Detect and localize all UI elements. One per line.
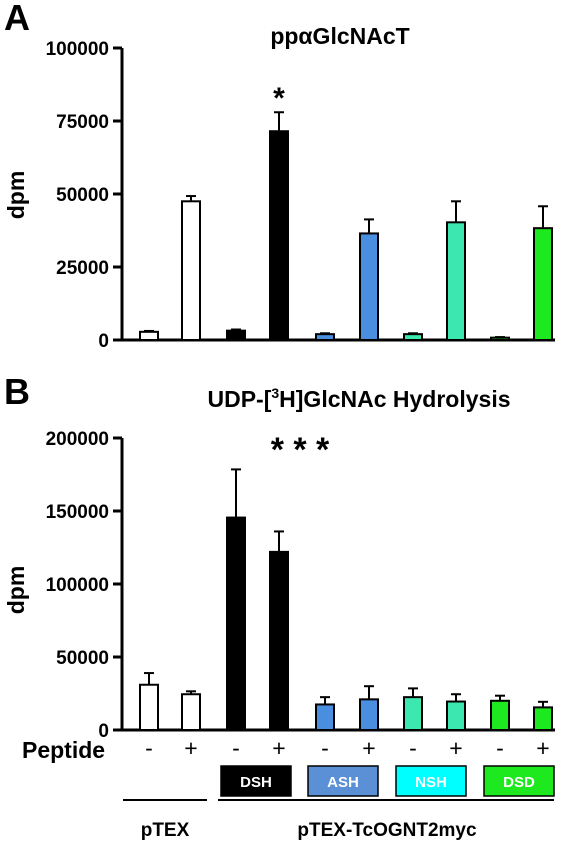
- construct-label-nsh: NSH: [415, 774, 447, 791]
- panel-a-bar: [181, 200, 201, 341]
- panel-b-title: UDP-[3H]GlcNAc Hydrolysis: [207, 385, 510, 412]
- panel-b-bar: [181, 693, 201, 731]
- panel-a-ytick-label: 25000: [56, 258, 109, 279]
- panel-b-bar: [269, 550, 289, 731]
- panel-b-label: B: [4, 371, 30, 412]
- peptide-sign: -: [145, 735, 153, 761]
- panel-b-bar: [490, 699, 510, 731]
- panel-b-bar: [226, 516, 246, 731]
- group-label-ptex-tcognt2myc: pTEX-TcOGNT2myc: [297, 820, 477, 841]
- construct-box-nsh: [395, 765, 467, 797]
- peptide-label: Peptide: [22, 737, 105, 763]
- panel-b-ylabel: dpm: [3, 566, 29, 615]
- panel-a-ytick-label: 100000: [46, 39, 109, 60]
- panel-b-title-prefix: UDP-[: [207, 386, 271, 412]
- peptide-sign: +: [272, 735, 285, 761]
- construct-label-dsh: DSH: [240, 774, 272, 791]
- construct-label-dsd: DSD: [503, 774, 535, 791]
- peptide-sign: +: [536, 735, 549, 761]
- panel-a-significance: *: [273, 82, 285, 115]
- peptide-sign: +: [449, 735, 462, 761]
- panel-a: A ppαGlcNAcT dpm 0250005000075000100000 …: [3, 0, 555, 352]
- panel-a-ytick-label: 50000: [56, 185, 109, 206]
- panel-b-bar: [359, 698, 379, 732]
- peptide-sign: -: [496, 735, 504, 761]
- panel-b-ytick-label: 0: [98, 721, 109, 742]
- panel-a-ylabel: dpm: [3, 171, 29, 220]
- panel-b-bar: [139, 683, 159, 731]
- panel-b-bar: [533, 706, 553, 731]
- panel-a-bar: [403, 333, 423, 342]
- construct-label-ash: ASH: [327, 774, 359, 791]
- panel-b: B UDP-[3H]GlcNAc Hydrolysis dpm 0 50000 10…: [3, 371, 555, 841]
- construct-box-dsd: [483, 765, 555, 797]
- panel-b-bar: [403, 696, 423, 732]
- group-label-ptex: pTEX: [141, 820, 190, 841]
- panel-a-bar: [139, 330, 159, 342]
- panel-a-bar: [269, 130, 289, 341]
- panel-a-bar: [359, 232, 379, 341]
- peptide-sign: -: [321, 735, 329, 761]
- panel-a-bar: [446, 221, 466, 342]
- peptide-sign: +: [184, 735, 197, 761]
- panel-b-bar: [315, 703, 335, 732]
- panel-a-bar: [315, 333, 335, 342]
- panel-b-ytick-label: 150000: [46, 502, 109, 523]
- panel-b-bar: [446, 700, 466, 732]
- panel-b-title-sup: 3: [271, 385, 279, 401]
- panel-b-title-suffix: H]GlcNAc Hydrolysis: [279, 386, 510, 412]
- panel-a-title: ppαGlcNAcT: [270, 23, 409, 49]
- panel-a-bar: [490, 336, 510, 342]
- peptide-sign: -: [232, 735, 240, 761]
- panel-a-bar: [226, 329, 246, 342]
- panel-b-ytick-label: 100000: [46, 575, 109, 596]
- construct-box-dsh: [220, 765, 292, 797]
- panel-a-label: A: [4, 0, 30, 38]
- panel-a-ytick-label: 0: [98, 331, 109, 352]
- panel-b-ytick-label: 200000: [46, 429, 109, 450]
- construct-box-ash: [307, 765, 379, 797]
- panel-b-ytick-label: 50000: [56, 648, 109, 669]
- peptide-sign: -: [409, 735, 417, 761]
- panel-a-ytick-label: 75000: [56, 112, 109, 133]
- panel-b-significance: * * *: [271, 431, 330, 469]
- peptide-sign: +: [362, 735, 375, 761]
- panel-a-bar: [533, 227, 553, 341]
